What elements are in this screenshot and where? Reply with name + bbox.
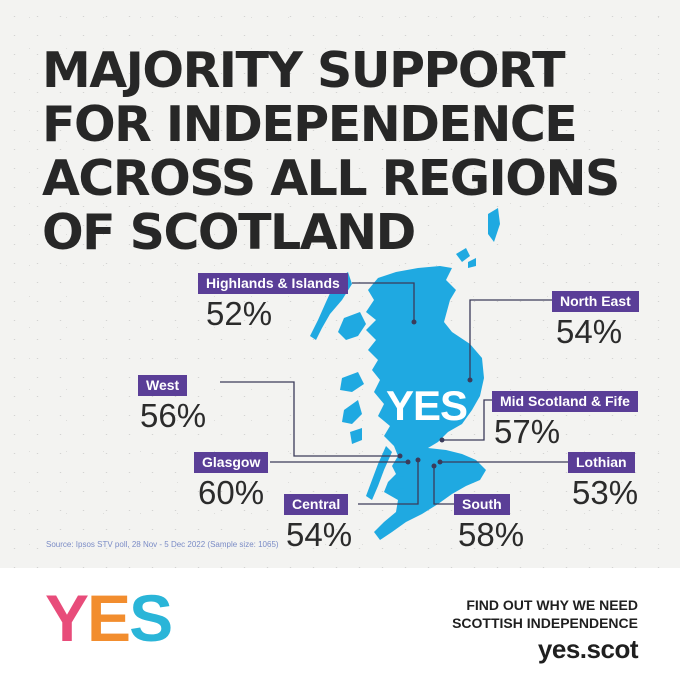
- region-tag-lothian: Lothian: [568, 452, 635, 473]
- map-yes-label: YES: [386, 382, 468, 429]
- connector-south: [433, 466, 460, 505]
- region-value-north-east: 54%: [556, 313, 623, 350]
- region-value-glasgow: 60%: [198, 474, 265, 511]
- call-to-action: FIND OUT WHY WE NEED SCOTTISH INDEPENDEN…: [452, 596, 638, 664]
- region-value-west: 56%: [140, 397, 207, 434]
- source-note: Source: Ipsos STV poll, 28 Nov - 5 Dec 2…: [46, 540, 279, 549]
- cta-line-2: SCOTTISH INDEPENDENCE: [452, 615, 638, 631]
- connector-north-east: [469, 299, 560, 380]
- connector-west: [220, 381, 400, 457]
- region-tag-south: South: [454, 494, 510, 515]
- headline: MAJORITY SUPPORT FOR INDEPENDENCE ACROSS…: [42, 42, 620, 261]
- connector-highlands: [352, 282, 415, 322]
- region-value-mid-scotland: 57%: [494, 413, 561, 450]
- connector-central: [358, 460, 419, 505]
- footer: [0, 568, 680, 680]
- region-tag-central: Central: [284, 494, 349, 515]
- connector-mid-scotland: [442, 399, 492, 441]
- website-link[interactable]: yes.scot: [537, 634, 639, 664]
- headline-line-2: FOR INDEPENDENCE: [42, 96, 578, 153]
- yes-logo: YES: [45, 581, 173, 655]
- headline-line-1: MAJORITY SUPPORT: [42, 42, 566, 99]
- region-tag-highlands: Highlands & Islands: [198, 273, 348, 294]
- region-tag-mid-scotland: Mid Scotland & Fife: [492, 391, 638, 412]
- region-value-central: 54%: [286, 516, 353, 553]
- region-value-lothian: 53%: [572, 474, 639, 511]
- logo-letter-e: E: [87, 581, 131, 655]
- region-value-highlands: 52%: [206, 295, 273, 332]
- region-tag-west: West: [138, 375, 188, 396]
- logo-letter-y: Y: [45, 581, 89, 655]
- connector-dots: [397, 319, 473, 469]
- scotland-map: [220, 208, 570, 540]
- region-tag-glasgow: Glasgow: [194, 452, 269, 473]
- headline-line-4: OF SCOTLAND: [42, 204, 416, 261]
- region-value-south: 58%: [458, 516, 525, 553]
- cta-line-1: FIND OUT WHY WE NEED: [466, 597, 638, 613]
- region-tag-north-east: North East: [552, 291, 639, 312]
- connector-lines: [220, 282, 570, 505]
- logo-letter-s: S: [129, 581, 173, 655]
- headline-line-3: ACROSS ALL REGIONS: [42, 150, 620, 207]
- scotland-shape: [310, 208, 500, 540]
